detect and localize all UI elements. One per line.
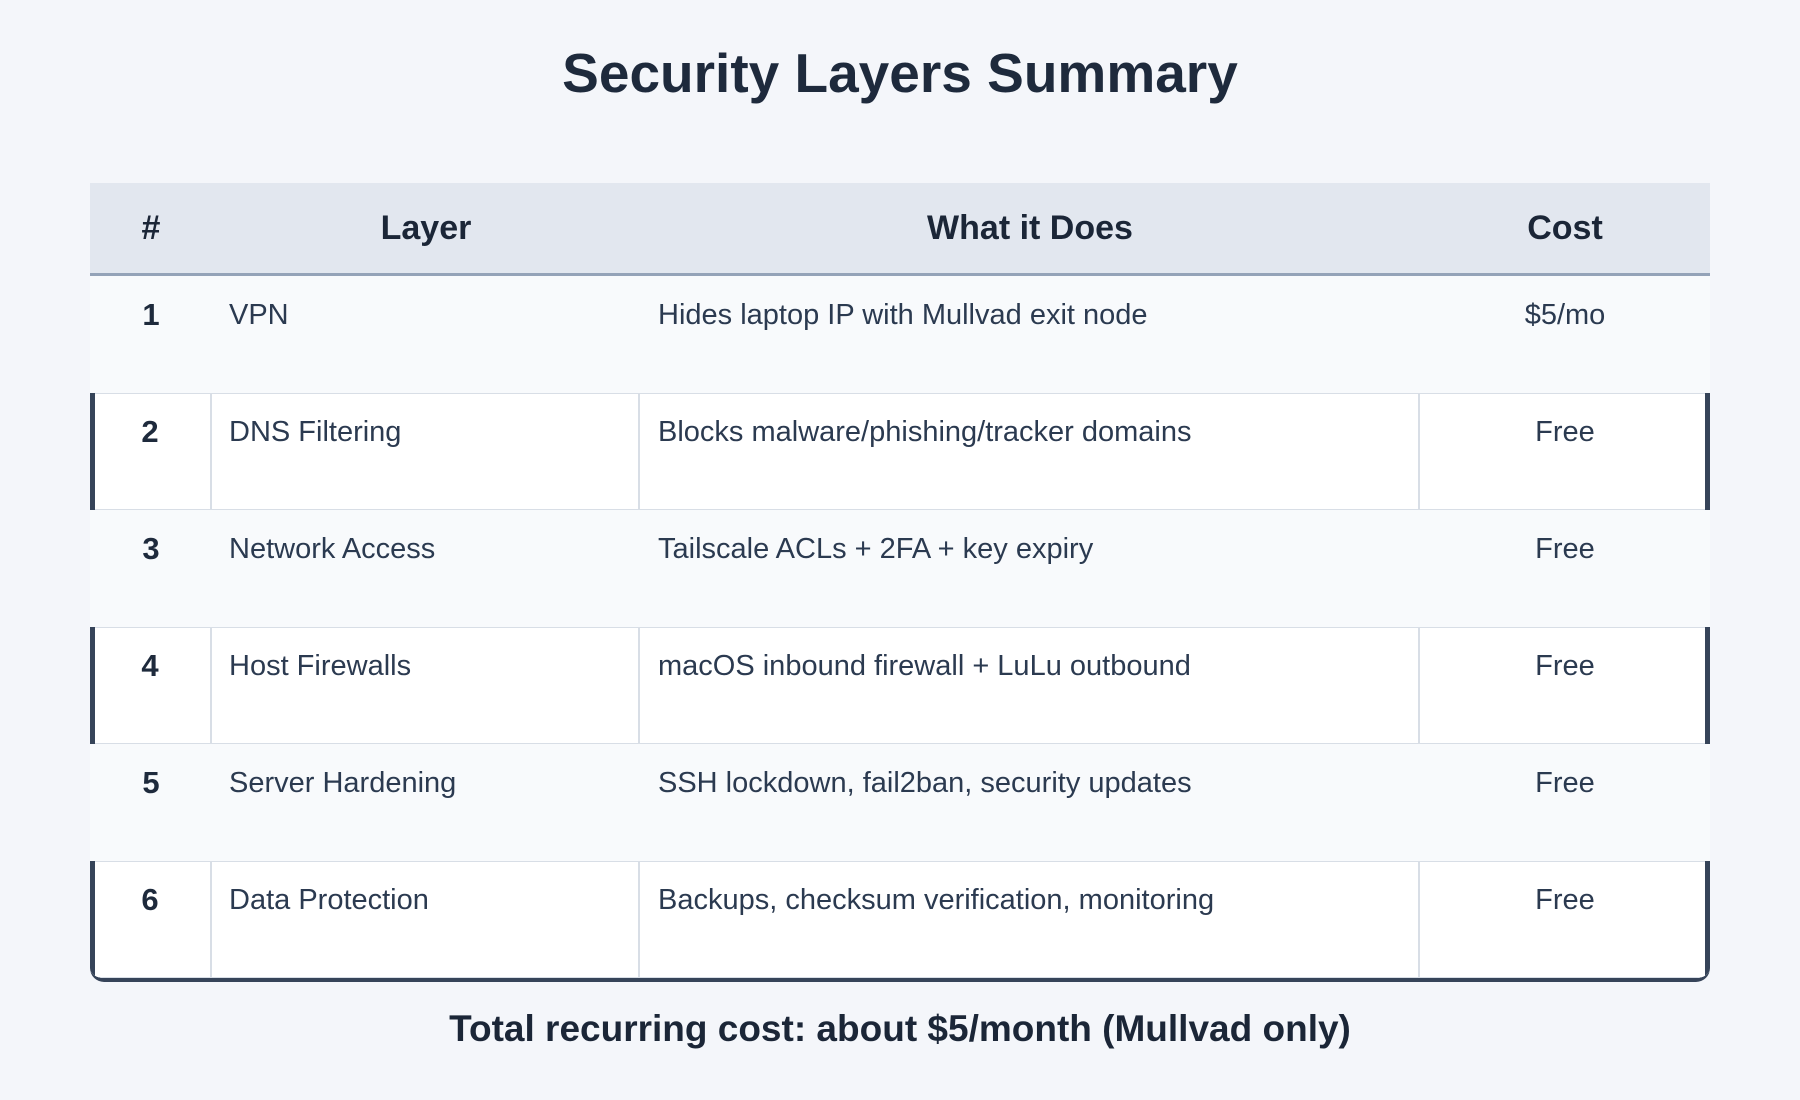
column-header-number: # — [141, 208, 161, 247]
layer-description: Blocks malware/phishing/tracker domains — [640, 393, 1420, 510]
layer-description: macOS inbound firewall + LuLu outbound — [640, 627, 1420, 744]
total-cost-note: Total recurring cost: about $5/month (Mu… — [449, 1008, 1351, 1049]
layer-name: Data Protection — [212, 861, 640, 978]
table-header-row: # Layer What it Does Cost — [90, 183, 1710, 276]
layer-name: VPN — [229, 299, 289, 331]
layer-cost: Free — [1535, 767, 1595, 799]
layer-description: Backups, checksum verification, monitori… — [640, 861, 1420, 978]
page-title: Security Layers Summary — [562, 42, 1238, 104]
row-number: 5 — [142, 765, 160, 800]
slide: Security Layers Summary # Layer What it … — [0, 0, 1800, 1049]
column-header-cost: Cost — [1527, 208, 1603, 247]
layer-cost: Free — [1535, 533, 1595, 565]
layer-name: Network Access — [229, 533, 436, 565]
table-row: 2 DNS Filtering Blocks malware/phishing/… — [90, 393, 1710, 510]
column-header-what-it-does: What it Does — [927, 208, 1133, 247]
layer-cost: Free — [1535, 416, 1595, 448]
table-row: 1 VPN Hides laptop IP with Mullvad exit … — [90, 276, 1710, 393]
layer-description: Hides laptop IP with Mullvad exit node — [658, 299, 1148, 331]
row-number: 6 — [90, 861, 212, 978]
layer-cost: Free — [1535, 650, 1595, 682]
row-number: 2 — [90, 393, 212, 510]
layer-cost: Free — [1535, 884, 1595, 916]
row-number: 1 — [142, 297, 160, 332]
column-header-layer: Layer — [380, 208, 472, 247]
table-row: 4 Host Firewalls macOS inbound firewall … — [90, 627, 1710, 744]
layer-description: Tailscale ACLs + 2FA + key expiry — [658, 533, 1094, 565]
row-number: 3 — [142, 531, 160, 566]
table-row: 3 Network Access Tailscale ACLs + 2FA + … — [90, 510, 1710, 627]
layer-name: Server Hardening — [229, 767, 457, 799]
table-row: 5 Server Hardening SSH lockdown, fail2ba… — [90, 744, 1710, 861]
layer-description: SSH lockdown, fail2ban, security updates — [658, 767, 1192, 799]
layer-name: DNS Filtering — [212, 393, 640, 510]
table-body: 1 VPN Hides laptop IP with Mullvad exit … — [90, 276, 1710, 978]
row-number: 4 — [90, 627, 212, 744]
layer-name: Host Firewalls — [212, 627, 640, 744]
security-layers-table: # Layer What it Does Cost 1 VPN Hides la… — [90, 183, 1710, 982]
table-row: 6 Data Protection Backups, checksum veri… — [90, 861, 1710, 978]
layer-cost: $5/mo — [1524, 299, 1606, 331]
